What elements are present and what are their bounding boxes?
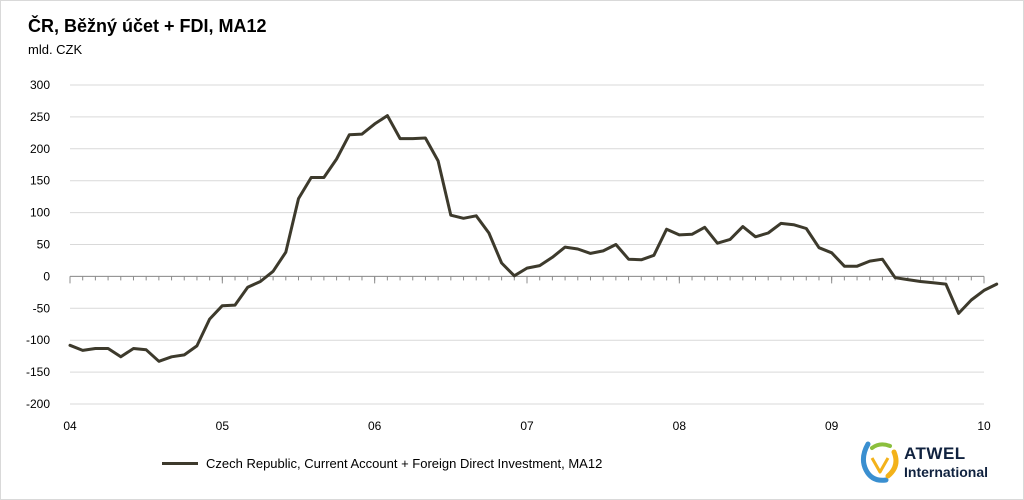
y-tick-label: 200 — [30, 142, 50, 156]
y-tick-label: -200 — [26, 397, 50, 411]
atwel-logo-icon — [860, 441, 899, 483]
y-tick-labels: 300 250 200 150 100 50 0 -50 -100 -150 -200 — [26, 78, 50, 411]
atwel-logo-text: ATWEL International — [904, 445, 988, 479]
x-tick-label: 09 — [825, 419, 839, 433]
y-tick-label: -100 — [26, 333, 50, 347]
x-tick-label: 05 — [216, 419, 230, 433]
legend-label: Czech Republic, Current Account + Foreig… — [206, 456, 603, 471]
series-group — [68, 114, 999, 363]
y-tick-label: 150 — [30, 174, 50, 188]
x-tick-label: 10 — [977, 419, 991, 433]
gridlines — [70, 84, 984, 405]
y-tick-label: -150 — [26, 365, 50, 379]
x-tick-label: 06 — [368, 419, 382, 433]
series-line-0 — [68, 114, 999, 363]
chart-title: ČR, Běžný účet + FDI, MA12 — [28, 16, 267, 36]
y-tick-label: 50 — [37, 238, 51, 252]
x-axis: 04 05 06 07 08 09 10 — [63, 275, 991, 433]
x-tick-label: 07 — [520, 419, 534, 433]
logo-line2: International — [904, 464, 989, 480]
y-tick-label: 0 — [43, 269, 50, 283]
logo-line1: ATWEL — [904, 444, 966, 463]
x-tick-label: 04 — [63, 419, 77, 433]
y-tick-label: 300 — [30, 78, 50, 92]
y-tick-label: -50 — [33, 301, 51, 315]
y-tick-label: 250 — [30, 110, 50, 124]
legend: Czech Republic, Current Account + Foreig… — [162, 456, 602, 471]
legend-swatch — [162, 462, 198, 465]
atwel-logo: ATWEL International — [858, 436, 1008, 488]
y-tick-label: 100 — [30, 206, 50, 220]
x-tick-label: 08 — [673, 419, 687, 433]
y-axis-unit: mld. CZK — [28, 42, 83, 57]
